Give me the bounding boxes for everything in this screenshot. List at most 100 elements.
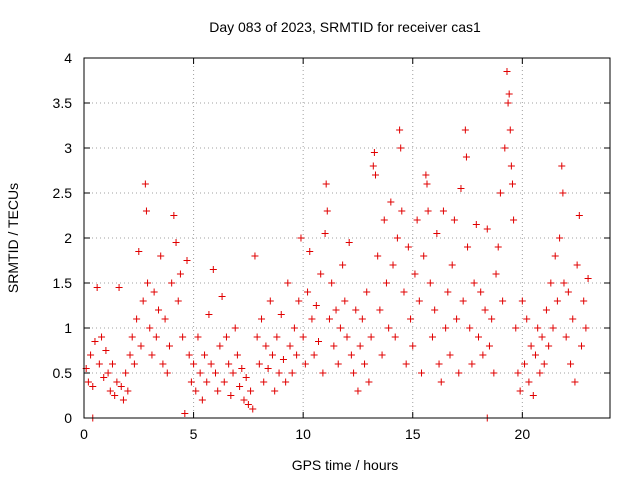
data-point (567, 360, 575, 368)
data-point (253, 333, 261, 341)
data-point (504, 99, 512, 107)
series-srmtid (82, 68, 592, 417)
data-point (233, 351, 241, 359)
data-point (423, 180, 431, 188)
data-point (165, 342, 173, 350)
data-point (304, 288, 312, 296)
data-point (286, 342, 294, 350)
grid (84, 58, 610, 418)
data-point (461, 126, 469, 134)
data-point (450, 216, 458, 224)
data-point (529, 392, 537, 399)
data-point (485, 342, 493, 350)
data-point (288, 369, 296, 377)
data-point (415, 297, 423, 305)
data-point (481, 306, 489, 314)
y-tick-label: 2 (64, 230, 72, 246)
data-point (176, 270, 184, 278)
data-point (119, 396, 127, 404)
data-point (108, 360, 116, 368)
data-point (538, 333, 546, 341)
x-tick-label: 5 (190, 426, 198, 442)
data-point (231, 324, 239, 332)
data-point (343, 333, 351, 341)
data-point (137, 342, 145, 350)
data-point (183, 257, 191, 264)
data-point (339, 261, 347, 269)
data-point (196, 369, 204, 377)
data-point (361, 360, 369, 368)
data-point (161, 315, 169, 323)
data-point (249, 405, 257, 413)
data-point (516, 387, 524, 395)
data-point (350, 369, 358, 377)
data-point (152, 333, 160, 341)
data-point (279, 356, 287, 363)
data-point (185, 351, 193, 359)
data-point (332, 306, 340, 314)
data-point (282, 378, 290, 386)
data-point (150, 288, 158, 296)
data-point (534, 324, 542, 332)
data-point (424, 207, 432, 215)
data-point (328, 279, 336, 287)
data-point (571, 378, 579, 386)
data-point (508, 180, 516, 188)
data-point (389, 261, 397, 269)
data-point (397, 144, 405, 152)
x-tick-label: 15 (405, 426, 421, 442)
data-point (310, 351, 318, 359)
data-point (225, 360, 233, 368)
data-point (428, 333, 436, 341)
data-point (556, 234, 564, 242)
data-point (290, 324, 298, 332)
data-point (111, 392, 119, 399)
y-tick-label: 3.5 (53, 95, 73, 111)
data-point (227, 392, 235, 399)
data-point (371, 171, 379, 179)
data-point (148, 351, 156, 359)
chart-title: Day 083 of 2023, SRMTID for receiver cas… (209, 19, 481, 35)
data-point (569, 315, 577, 323)
data-point (205, 311, 213, 318)
data-point (218, 293, 226, 300)
data-point (214, 387, 222, 395)
data-point (323, 207, 331, 215)
data-point (510, 216, 518, 224)
data-point (507, 162, 515, 170)
data-point (347, 351, 355, 359)
data-point (435, 360, 443, 368)
data-point (194, 333, 202, 341)
data-point (387, 198, 395, 206)
data-point (527, 342, 535, 350)
data-point (551, 252, 559, 260)
data-point (155, 306, 163, 314)
data-point (203, 378, 211, 386)
data-point (345, 239, 353, 246)
data-point (444, 288, 452, 296)
data-point (514, 369, 522, 377)
data-point (378, 351, 386, 359)
data-point (374, 252, 382, 260)
data-point (446, 351, 454, 359)
data-point (433, 230, 441, 237)
data-point (242, 374, 250, 381)
data-point (462, 153, 470, 161)
y-axis-ticks: 0 0.5 1 1.5 2 2.5 3 3.5 4 (53, 50, 610, 426)
data-point (336, 324, 344, 332)
data-point (308, 315, 316, 323)
data-point (95, 360, 103, 368)
data-point (564, 288, 572, 296)
data-point (418, 369, 426, 377)
data-point (113, 378, 121, 386)
data-point (201, 351, 209, 359)
data-point (409, 342, 417, 350)
data-point (363, 288, 371, 296)
data-point (442, 324, 450, 332)
data-point (521, 360, 529, 368)
data-point (525, 378, 533, 386)
data-point (334, 360, 342, 368)
data-point (422, 171, 430, 179)
data-point (238, 365, 246, 372)
